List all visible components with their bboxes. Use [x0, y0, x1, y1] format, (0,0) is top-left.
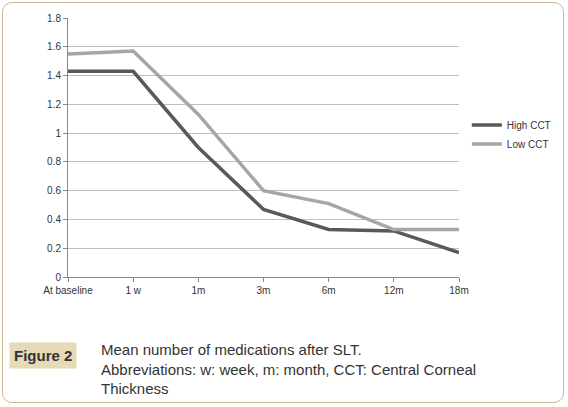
svg-text:3m: 3m — [257, 285, 271, 296]
svg-text:Low CCT: Low CCT — [507, 139, 549, 150]
svg-text:6m: 6m — [322, 285, 336, 296]
svg-text:Mean number of medications aft: Mean number of medications after SLT.Abb… — [101, 341, 476, 397]
svg-text:0.8: 0.8 — [47, 156, 61, 167]
svg-text:18m: 18m — [449, 285, 468, 296]
svg-text:1.8: 1.8 — [47, 13, 61, 24]
svg-text:0.4: 0.4 — [47, 214, 61, 225]
svg-text:1.2: 1.2 — [47, 99, 61, 110]
svg-text:1.4: 1.4 — [47, 70, 61, 81]
svg-text:High CCT: High CCT — [507, 120, 551, 131]
svg-text:1m: 1m — [191, 285, 205, 296]
svg-text:0.2: 0.2 — [47, 243, 61, 254]
svg-text:At baseline: At baseline — [43, 285, 93, 296]
svg-text:1.6: 1.6 — [47, 41, 61, 52]
svg-text:Figure 2: Figure 2 — [14, 347, 72, 364]
svg-text:0.6: 0.6 — [47, 185, 61, 196]
svg-text:12m: 12m — [384, 285, 403, 296]
svg-text:0: 0 — [55, 272, 61, 283]
svg-text:1 w: 1 w — [125, 285, 141, 296]
svg-text:1: 1 — [55, 128, 61, 139]
